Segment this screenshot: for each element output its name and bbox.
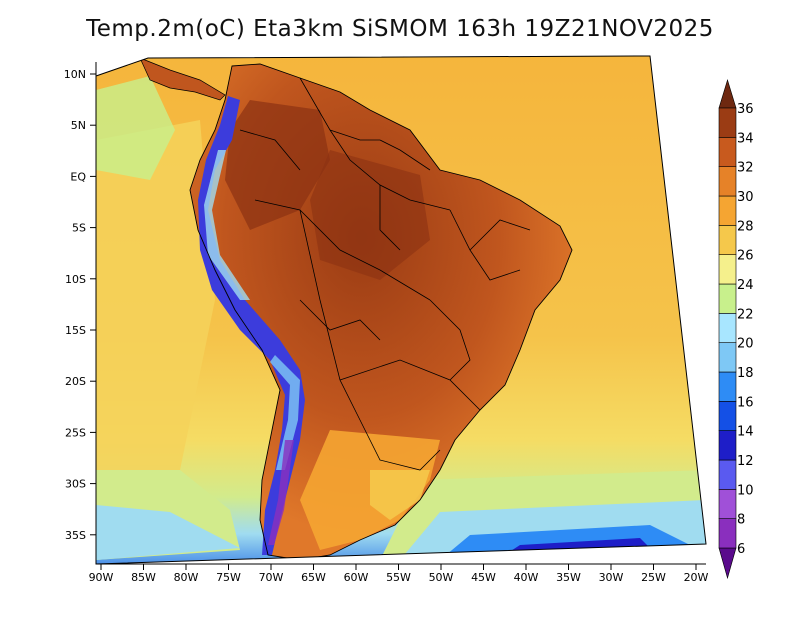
lat-tick-label: 25S: [65, 426, 86, 439]
colorbar-band: [718, 225, 737, 255]
colorbar-label: 14: [737, 425, 754, 440]
colorbar-band: [718, 459, 737, 490]
colorbar-label: 36: [737, 102, 754, 117]
latitude-ticks: 10N 5N EQ 5S 10S 15S 20S 25S 30S 35S: [64, 68, 96, 542]
colorbar-label: 8: [737, 513, 745, 528]
lon-tick-label: 75W: [216, 571, 241, 584]
colorbar-band: [718, 166, 737, 197]
lat-tick-label: EQ: [70, 170, 86, 183]
longitude-ticks: 90W 85W 80W 75W 70W 65W 60W 55W 50W 45W 40W 35W 30W 2…: [89, 564, 709, 584]
country-borders: [239, 77, 531, 471]
lat-tick-label: 5N: [71, 119, 86, 132]
colorbar-label: 10: [737, 483, 754, 498]
colorbar-label: 32: [737, 161, 754, 176]
colorbar-band: [718, 107, 737, 138]
colorbar-band: [718, 518, 737, 549]
colorbar-band: [718, 254, 737, 285]
colorbar-min-arrow: [718, 547, 737, 580]
map-domain: [96, 56, 706, 564]
lon-tick-label: 20W: [684, 571, 709, 584]
lon-tick-label: 80W: [174, 571, 199, 584]
colorbar-label: 30: [737, 190, 754, 205]
colorbar-label: 16: [737, 395, 754, 410]
colorbar-band: [718, 489, 737, 519]
colorbar-band: [718, 430, 737, 461]
colorbar-band: [718, 137, 737, 167]
lon-tick-label: 25W: [641, 571, 666, 584]
lat-tick-label: 15S: [65, 324, 86, 337]
colorbar-band: [718, 283, 737, 314]
colorbar-label: 22: [737, 307, 754, 322]
map-title: Temp.2m(oC) Eta3km SiSMOM 163h 19Z21NOV2…: [86, 16, 714, 42]
colorbar-label: 12: [737, 454, 754, 469]
colorbar-band: [718, 342, 737, 373]
andes-cold-strip: [198, 96, 305, 555]
colorbar-band: [718, 371, 737, 402]
colorbar-label: 20: [737, 337, 754, 352]
colorbar-label: 34: [737, 131, 754, 146]
lon-tick-label: 85W: [131, 571, 156, 584]
lon-tick-label: 70W: [259, 571, 284, 584]
lat-tick-label: 10S: [65, 273, 86, 286]
colorbar-label: 26: [737, 249, 754, 264]
colorbar-band: [718, 313, 737, 343]
lon-tick-label: 30W: [599, 571, 624, 584]
lon-tick-label: 90W: [89, 571, 114, 584]
lon-tick-label: 50W: [429, 571, 454, 584]
lat-tick-label: 35S: [65, 529, 86, 542]
lat-tick-label: 30S: [65, 478, 86, 491]
lon-tick-label: 40W: [514, 571, 539, 584]
colorbar-label: 18: [737, 366, 754, 381]
colorbar-band: [718, 195, 737, 226]
colorbar-band: [718, 401, 737, 431]
lat-tick-label: 20S: [65, 375, 86, 388]
colorbar-label: 24: [737, 278, 754, 293]
lon-tick-label: 45W: [471, 571, 496, 584]
colorbar-label: 6: [737, 542, 745, 557]
lon-tick-label: 60W: [344, 571, 369, 584]
colorbar: 6 8 10 12 14 16 18 20 22 24 26 28 30 32 34 36: [718, 78, 754, 580]
lat-tick-label: 10N: [64, 68, 86, 81]
coastline: [189, 63, 573, 561]
colorbar-label: 28: [737, 219, 754, 234]
central-america-land: [139, 57, 226, 101]
lon-tick-label: 55W: [386, 571, 411, 584]
lat-tick-label: 5S: [72, 222, 86, 235]
colorbar-max-arrow: [718, 78, 737, 109]
lon-tick-label: 35W: [556, 571, 581, 584]
lon-tick-label: 65W: [301, 571, 326, 584]
